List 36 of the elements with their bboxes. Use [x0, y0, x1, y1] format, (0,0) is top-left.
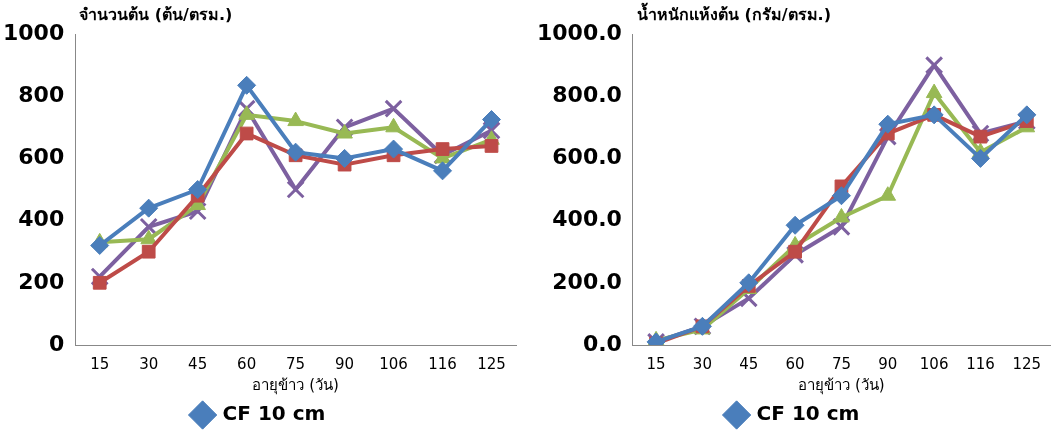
- x-tick-label: 15: [646, 354, 666, 373]
- x-tick-label: 106: [379, 354, 408, 373]
- y-tick-label: 200.0: [552, 268, 622, 294]
- y-tick-label: 800: [18, 81, 65, 107]
- x-axis-title: อายุข้าว (วัน): [252, 375, 339, 395]
- x-tick-label: 15: [90, 354, 110, 373]
- y-axis-title: น้ำหนักแห้งต้น (กรัม/ตรม.): [636, 2, 832, 25]
- y-tick-label: 0: [48, 330, 65, 356]
- x-tick-label: 75: [286, 354, 306, 373]
- x-tick-label: 125: [477, 354, 506, 373]
- x-tick-label: 30: [139, 354, 159, 373]
- y-tick-label: 0.0: [582, 330, 622, 356]
- y-tick-label: 400.0: [552, 206, 622, 232]
- x-tick-label: 45: [188, 354, 208, 373]
- y-tick-label: 600: [18, 144, 65, 170]
- x-tick-label: 116: [428, 354, 457, 373]
- x-tick-label: 45: [739, 354, 759, 373]
- y-tick-label: 1000: [3, 19, 65, 45]
- x-tick-label: 90: [878, 354, 898, 373]
- y-tick-label: 200: [18, 268, 65, 294]
- y-tick-label: 600.0: [552, 144, 622, 170]
- x-tick-label: 116: [966, 354, 995, 373]
- legend-label: CF 10 cm: [756, 401, 860, 426]
- y-tick-label: 1000.0: [536, 19, 622, 45]
- x-tick-label: 30: [692, 354, 712, 373]
- x-tick-label: 60: [785, 354, 805, 373]
- x-tick-label: 106: [919, 354, 949, 373]
- y-tick-label: 800.0: [552, 81, 622, 107]
- x-tick-label: 90: [335, 354, 355, 373]
- x-axis-title: อายุข้าว (วัน): [798, 375, 885, 395]
- legend-label: CF 10 cm: [222, 401, 326, 426]
- x-tick-label: 60: [237, 354, 257, 373]
- x-tick-label: 75: [831, 354, 851, 373]
- y-axis-title: จำนวนต้น (ต้น/ตรม.): [79, 5, 233, 25]
- y-tick-label: 400: [18, 206, 65, 232]
- x-tick-label: 125: [1012, 354, 1042, 373]
